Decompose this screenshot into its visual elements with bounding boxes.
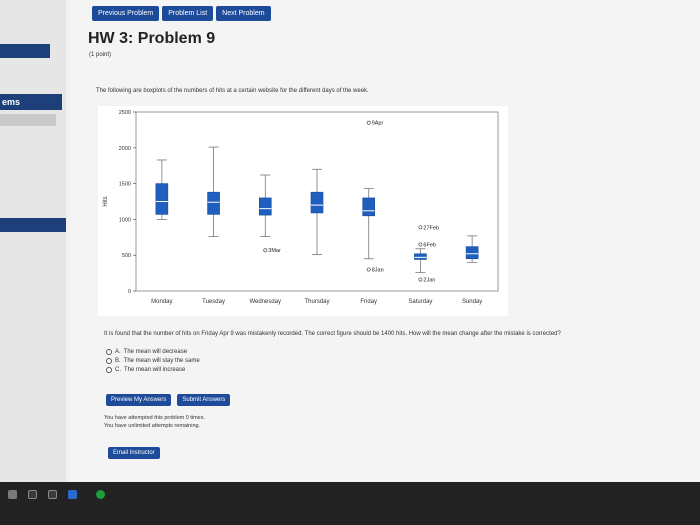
outlier-label: 8Jan — [372, 268, 384, 274]
next-problem-button[interactable]: Next Problem — [216, 6, 271, 21]
x-tick-label: Monday — [151, 299, 172, 305]
box-iqr — [362, 197, 376, 217]
main-content: Previous Problem Problem List Next Probl… — [70, 0, 700, 482]
outlier-point — [418, 225, 423, 230]
option-b[interactable]: B. The mean will stay the same — [106, 356, 200, 365]
x-tick-label: Friday — [360, 299, 377, 305]
x-tick-label: Saturday — [408, 299, 432, 305]
email-instructor-button[interactable]: Email Instructor — [108, 447, 160, 459]
left-panel: ems — [0, 0, 66, 482]
browser-icon[interactable] — [96, 490, 105, 499]
problem-list-button[interactable]: Problem List — [162, 6, 214, 21]
left-panel-bar[interactable] — [0, 44, 50, 58]
y-tick-label: 2000 — [119, 146, 131, 152]
outlier-point — [418, 277, 423, 282]
taskbar — [0, 482, 700, 525]
previous-problem-button[interactable]: Previous Problem — [92, 6, 160, 21]
y-tick-label: 0 — [128, 289, 131, 295]
option-b-text: The mean will stay the same — [123, 357, 200, 364]
outlier-label: 27Feb — [423, 225, 439, 231]
boxplot-chart: Hits 0 500 1000 1500 2000 2500 Monday Tuesday Wed… — [98, 106, 508, 316]
option-c[interactable]: C. The mean will increase — [106, 365, 200, 374]
left-panel-label: ems — [2, 97, 21, 107]
box-iqr — [414, 253, 427, 260]
option-c-letter: C. — [115, 366, 121, 373]
app-icon[interactable] — [28, 490, 37, 499]
page: ems Previous Problem Problem List Next P… — [0, 0, 700, 482]
box-iqr — [310, 191, 324, 214]
outlier-point — [263, 248, 268, 253]
left-panel-bar-lower[interactable] — [0, 218, 66, 232]
option-a-letter: A. — [115, 348, 121, 355]
problem-points: (1 point) — [89, 52, 112, 58]
x-tick-label: Wednesday — [249, 299, 281, 305]
preview-answers-button[interactable]: Preview My Answers — [106, 394, 172, 406]
option-a[interactable]: A. The mean will decrease — [106, 347, 200, 356]
radio-a[interactable] — [106, 348, 112, 355]
answer-options: A. The mean will decrease B. The mean wi… — [106, 347, 200, 374]
x-tick-label: Sunday — [462, 299, 482, 305]
submit-answers-button[interactable]: Submit Answers — [177, 394, 231, 406]
problem-description: The following are boxplots of the number… — [96, 88, 369, 94]
radio-b[interactable] — [106, 357, 112, 364]
option-b-letter: B. — [115, 357, 121, 364]
y-tick-label: 2500 — [119, 110, 131, 116]
left-panel-bar-selected[interactable] — [0, 94, 62, 110]
problem-nav: Previous Problem Problem List Next Probl… — [92, 6, 271, 21]
outlier-label: 6Feb — [423, 242, 436, 248]
outlier-label: 2Jan — [423, 278, 435, 284]
outlier-point — [366, 120, 371, 125]
app-icon[interactable] — [68, 490, 77, 499]
outlier-point — [418, 242, 423, 247]
outlier-label: 3Mar — [268, 248, 281, 254]
app-icon[interactable] — [48, 490, 57, 499]
left-panel-field — [0, 114, 56, 126]
attempts-info: You have attempted this problem 0 times.… — [104, 414, 205, 430]
answer-actions: Preview My Answers Submit Answers — [106, 394, 231, 406]
y-axis-label: Hits — [103, 196, 109, 206]
y-tick-label: 1500 — [119, 182, 131, 188]
radio-c[interactable] — [106, 366, 112, 373]
attempts-remaining: You have unlimited attempts remaining. — [104, 423, 201, 429]
attempts-count: You have attempted this problem 0 times. — [104, 415, 205, 421]
plot-frame — [135, 111, 499, 292]
option-a-text: The mean will decrease — [123, 348, 188, 355]
box-iqr — [207, 191, 220, 215]
outlier-point — [366, 267, 371, 272]
outlier-label: 9Apr — [372, 121, 384, 127]
option-c-text: The mean will increase — [124, 366, 186, 373]
y-tick-label: 1000 — [119, 217, 131, 223]
box-iqr — [155, 183, 169, 215]
box-iqr — [465, 246, 479, 260]
x-tick-label: Thursday — [304, 299, 329, 305]
page-title: HW 3: Problem 9 — [88, 30, 216, 47]
box-iqr — [258, 197, 272, 216]
x-tick-label: Tuesday — [202, 299, 225, 305]
problem-question: It is found that the number of hits on F… — [104, 331, 561, 337]
start-icon[interactable] — [8, 490, 17, 499]
y-tick-label: 500 — [122, 253, 131, 259]
